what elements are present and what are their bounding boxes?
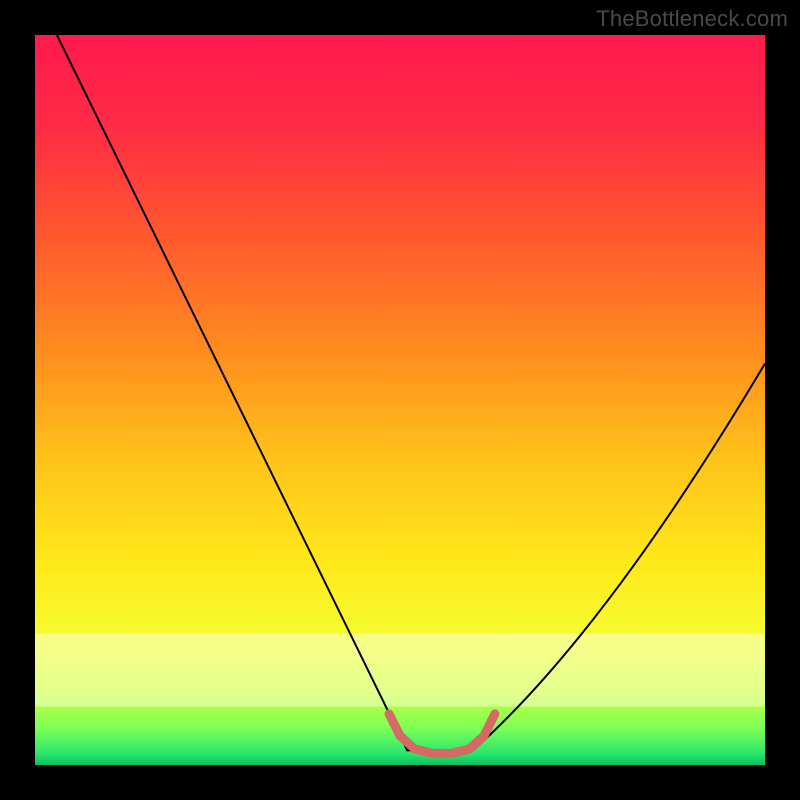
watermark-text: TheBottleneck.com	[596, 6, 788, 32]
highlight-band	[35, 634, 765, 707]
bottleneck-chart	[0, 0, 800, 800]
chart-container: TheBottleneck.com	[0, 0, 800, 800]
